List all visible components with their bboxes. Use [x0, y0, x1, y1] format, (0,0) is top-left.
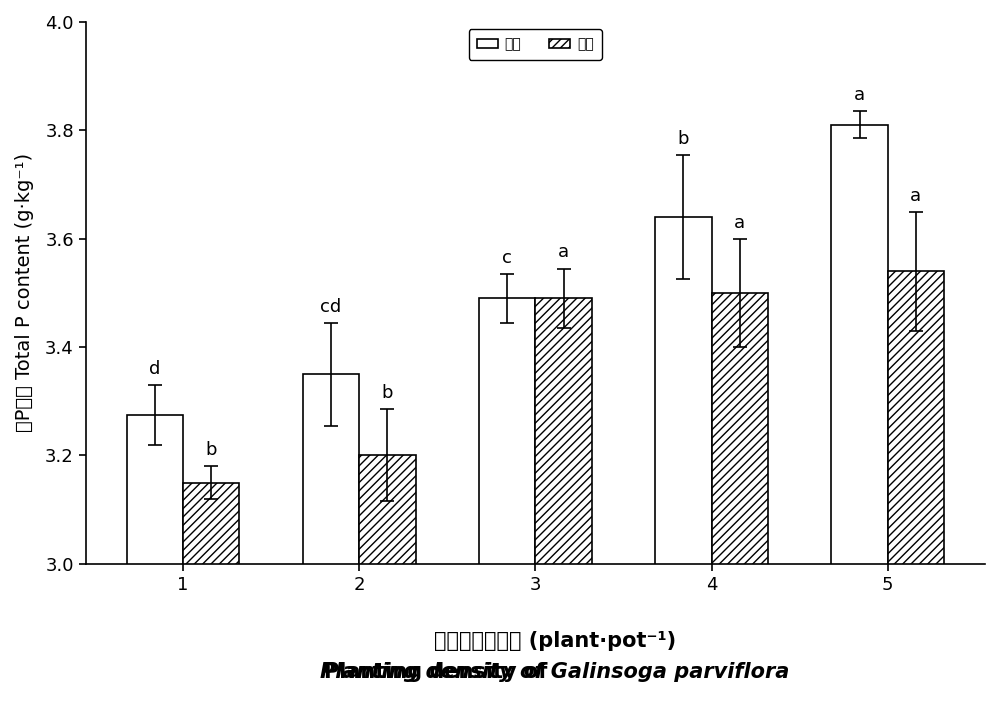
Bar — [535, 299, 592, 563]
Bar — [127, 415, 183, 563]
Text: Planting density of: Planting density of — [324, 662, 555, 682]
Bar — [479, 299, 535, 563]
Text: cd: cd — [320, 298, 342, 316]
Bar — [831, 125, 888, 563]
Legend: 单植, 混植: 单植, 混植 — [469, 29, 602, 59]
Text: d: d — [149, 360, 160, 378]
Y-axis label: 全P含量 Total P content (g·kg⁻¹): 全P含量 Total P content (g·kg⁻¹) — [15, 153, 34, 432]
Text: 牛膝菊种植密度 (plant·pot⁻¹): 牛膝菊种植密度 (plant·pot⁻¹) — [434, 631, 676, 651]
Bar — [712, 293, 768, 563]
Text: c: c — [502, 249, 512, 267]
Bar — [183, 483, 239, 563]
Bar — [359, 455, 416, 563]
Bar — [888, 271, 944, 563]
Text: a: a — [734, 213, 745, 232]
Text: a: a — [854, 87, 865, 105]
Text: b: b — [205, 441, 217, 459]
Text: b: b — [382, 384, 393, 402]
Bar — [655, 217, 712, 563]
Text: b: b — [678, 130, 689, 147]
Text: Planting density of Galinsoga parviflora: Planting density of Galinsoga parviflora — [320, 662, 790, 682]
Text: a: a — [558, 243, 569, 261]
Bar — [303, 374, 359, 563]
Text: a: a — [910, 187, 921, 205]
